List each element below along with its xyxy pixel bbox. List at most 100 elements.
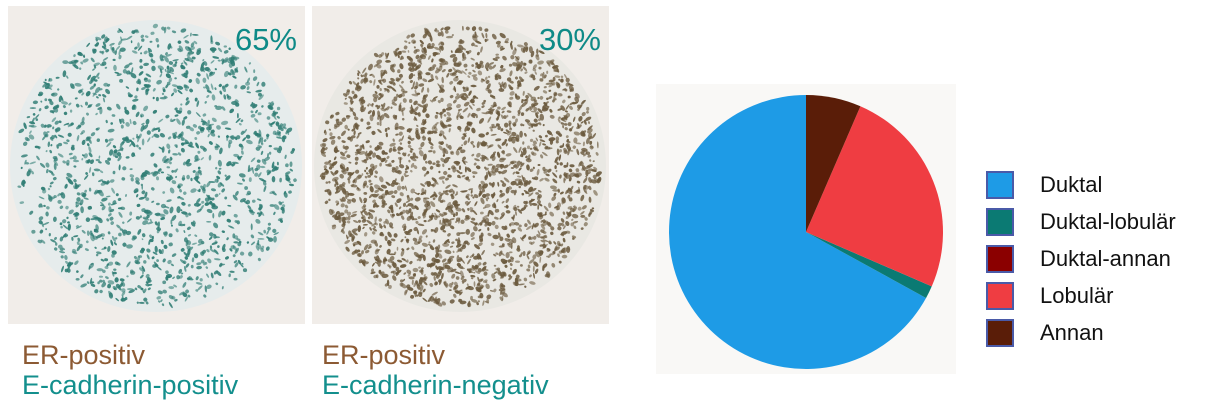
stain-speck <box>143 77 148 83</box>
stain-speck <box>498 88 505 92</box>
stain-speck <box>367 246 372 249</box>
stain-speck <box>159 133 166 138</box>
stain-speck <box>165 53 172 57</box>
stain-speck <box>487 196 490 200</box>
stain-speck <box>74 260 79 265</box>
stain-speck <box>213 258 221 261</box>
stain-speck <box>522 124 525 127</box>
stain-speck <box>367 211 371 215</box>
stain-speck <box>140 115 143 118</box>
stain-speck <box>508 186 513 190</box>
stain-speck <box>560 222 565 227</box>
stain-speck <box>555 169 558 173</box>
stain-speck <box>256 212 261 215</box>
stain-speck <box>132 120 137 126</box>
stain-speck <box>554 165 557 170</box>
stain-speck <box>470 231 475 238</box>
stain-speck <box>463 140 468 146</box>
stain-speck <box>499 296 504 302</box>
stain-speck <box>409 169 413 173</box>
stain-speck <box>444 264 451 270</box>
stain-speck <box>119 47 126 52</box>
stain-speck <box>416 258 419 262</box>
stain-speck <box>335 111 340 116</box>
stain-speck <box>396 185 402 191</box>
stain-speck <box>467 75 471 78</box>
stain-speck <box>258 207 262 211</box>
stain-speck <box>519 264 523 267</box>
stain-speck <box>208 141 213 145</box>
stain-speck <box>527 180 531 185</box>
stain-speck <box>141 184 144 190</box>
stain-speck <box>468 90 472 96</box>
stain-speck <box>351 197 356 203</box>
stain-speck <box>200 120 208 124</box>
stain-speck <box>98 94 102 97</box>
stain-speck <box>501 200 505 204</box>
stain-speck <box>285 174 290 181</box>
stain-speck <box>29 210 34 215</box>
stain-speck <box>241 145 244 151</box>
stain-speck <box>474 158 480 162</box>
stain-speck <box>155 38 159 43</box>
stain-speck <box>538 135 543 139</box>
stain-speck <box>503 122 509 128</box>
stain-speck <box>251 101 254 105</box>
stain-speck <box>319 172 324 178</box>
stain-speck <box>589 159 592 162</box>
stain-speck <box>136 301 139 304</box>
stain-speck <box>427 55 431 60</box>
stain-speck <box>392 275 397 281</box>
stain-speck <box>72 155 77 160</box>
stain-speck <box>390 213 394 219</box>
stain-speck <box>164 26 167 34</box>
stain-speck <box>524 285 527 288</box>
stain-speck <box>514 93 518 99</box>
stain-speck <box>159 54 164 61</box>
stain-speck <box>529 147 533 150</box>
stain-speck <box>587 125 593 131</box>
stain-speck <box>195 179 201 184</box>
stain-speck <box>411 246 415 251</box>
stain-speck <box>226 218 231 223</box>
stain-speck <box>428 141 434 146</box>
stain-speck <box>558 260 562 264</box>
stain-speck <box>412 267 419 273</box>
stain-speck <box>460 270 464 278</box>
stain-speck <box>90 57 95 63</box>
stain-speck <box>98 161 102 164</box>
stain-speck <box>389 66 395 73</box>
stain-speck <box>156 44 160 48</box>
stain-speck <box>427 243 433 247</box>
stain-speck <box>105 276 109 280</box>
stain-speck <box>110 239 114 246</box>
stain-speck <box>491 220 496 226</box>
stain-speck <box>592 174 597 179</box>
stain-speck <box>62 60 69 65</box>
stain-speck <box>455 150 460 156</box>
stain-speck <box>141 122 145 126</box>
stain-speck <box>507 259 512 263</box>
stain-speck <box>376 122 380 126</box>
stain-speck <box>236 135 241 140</box>
stain-speck <box>471 217 476 221</box>
stain-speck <box>467 137 471 143</box>
stain-speck <box>394 202 398 207</box>
stain-speck <box>179 188 182 193</box>
stain-speck <box>152 96 155 100</box>
stain-speck <box>531 152 537 156</box>
stain-speck <box>410 162 415 168</box>
stain-speck <box>333 147 339 154</box>
stain-speck <box>181 272 184 275</box>
stain-speck <box>376 59 383 65</box>
stain-speck <box>575 142 582 145</box>
stain-speck <box>331 176 339 182</box>
stain-speck <box>25 162 30 165</box>
stain-speck <box>517 208 523 214</box>
stain-speck <box>80 88 84 92</box>
stain-speck <box>445 184 451 189</box>
stain-speck <box>143 260 147 264</box>
stain-speck <box>484 175 487 179</box>
stain-speck <box>459 115 464 120</box>
stain-speck <box>439 84 445 89</box>
